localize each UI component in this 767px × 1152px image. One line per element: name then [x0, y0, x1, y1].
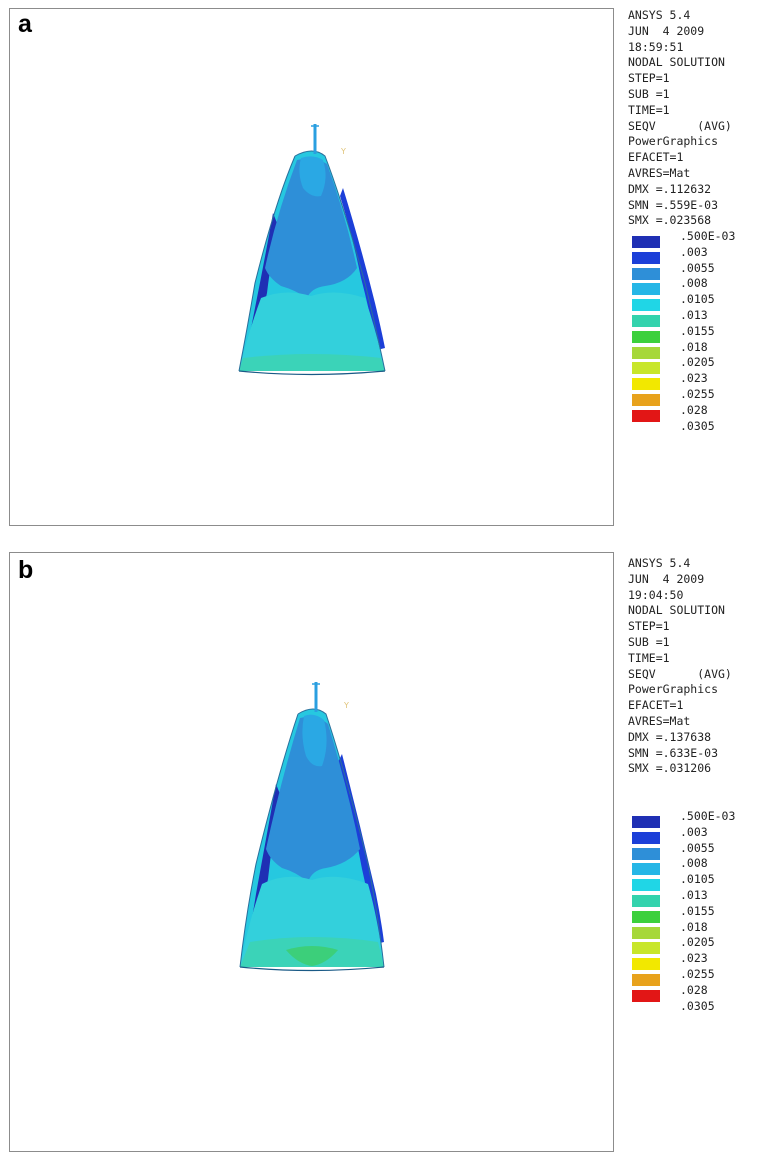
- info-avres: AVRES=Mat: [628, 165, 691, 180]
- legend-value: .0205: [680, 935, 715, 950]
- legend-value: .0255: [680, 967, 715, 981]
- info-date: JUN 4 2009: [628, 23, 705, 38]
- legend-value: .0055: [680, 840, 715, 855]
- info-step: STEP=1: [628, 71, 670, 86]
- legend-value: .018: [680, 919, 708, 934]
- legend-swatch: [632, 330, 660, 343]
- legend-swatch: [632, 251, 660, 264]
- info-avres: AVRES=Mat: [628, 713, 691, 728]
- stress-model: Y: [238, 124, 386, 376]
- legend-swatch: [632, 315, 660, 327]
- panel-a: a Y ANSYS 5.4 JUN 4 2009 18:59:51 NODAL …: [0, 0, 767, 560]
- info-efacet: EFACET=1: [628, 698, 684, 713]
- info-dmx: DMX =.137638: [628, 729, 712, 744]
- legend-value: .008: [680, 276, 708, 291]
- legend-swatch: [632, 974, 660, 986]
- panel-label: a: [18, 10, 32, 38]
- info-step: STEP=1: [628, 619, 670, 634]
- legend-value: .0155: [680, 323, 715, 338]
- legend-swatch: [632, 362, 660, 375]
- info-efacet: EFACET=1: [628, 150, 684, 165]
- info-time: 18:59:51: [628, 39, 684, 54]
- info-sub: SUB =1: [628, 86, 670, 101]
- info-graphics: PowerGraphics: [628, 682, 719, 697]
- info-sub: SUB =1: [628, 634, 670, 649]
- legend-value: .0255: [680, 387, 715, 401]
- legend-swatch: [632, 879, 660, 892]
- legend-swatch: [632, 958, 660, 971]
- legend-value: .500E-03: [680, 809, 736, 823]
- solution-info: ANSYS 5.4 JUN 4 2009 18:59:51 NODAL SOLU…: [628, 8, 767, 229]
- legend-swatch: [632, 299, 660, 312]
- legend-swatch: [632, 236, 660, 248]
- legend-value: .0055: [680, 260, 715, 275]
- legend-swatch: [632, 926, 660, 939]
- legend-swatch: [632, 989, 660, 1002]
- solution-info: ANSYS 5.4 JUN 4 2009 19:04:50 NODAL SOLU…: [628, 556, 767, 777]
- legend-value: .028: [680, 982, 708, 997]
- legend-value: .023: [680, 951, 708, 966]
- legend-value: .018: [680, 339, 708, 354]
- legend-value: .013: [680, 308, 708, 322]
- legend-swatch: [632, 863, 660, 876]
- panel-b: b Y ANSYS 5.4 JUN 4 2009 19:04:50 NODAL …: [0, 546, 767, 1152]
- legend-value: .003: [680, 824, 708, 839]
- info-dmx: DMX =.112632: [628, 181, 712, 196]
- legend-swatch: [632, 409, 660, 422]
- info-result: SEQV (AVG): [628, 118, 732, 133]
- legend-value: .023: [680, 371, 708, 386]
- info-smn: SMN =.559E-03: [628, 197, 719, 212]
- info-time-value: TIME=1: [628, 102, 670, 117]
- info-graphics: PowerGraphics: [628, 134, 719, 149]
- info-time: 19:04:50: [628, 587, 684, 602]
- legend-value: .0205: [680, 355, 715, 370]
- legend-value: .500E-03: [680, 229, 736, 243]
- legend-value: .008: [680, 856, 708, 871]
- legend-value: .0155: [680, 903, 715, 918]
- info-solution-type: NODAL SOLUTION: [628, 603, 725, 618]
- panel-label: b: [18, 556, 34, 584]
- info-time-value: TIME=1: [628, 650, 670, 665]
- legend-value: .003: [680, 244, 708, 259]
- legend-swatch: [632, 942, 660, 955]
- legend-value: .0305: [680, 998, 715, 1013]
- info-smn: SMN =.633E-03: [628, 745, 719, 760]
- legend-swatch: [632, 378, 660, 391]
- info-date: JUN 4 2009: [628, 571, 705, 586]
- svg-text:Y: Y: [340, 147, 346, 156]
- legend-swatch: [632, 267, 660, 280]
- legend-swatch: [632, 394, 660, 406]
- legend-swatch: [632, 816, 660, 828]
- legend-value: .013: [680, 888, 708, 902]
- info-result: SEQV (AVG): [628, 666, 732, 681]
- legend-value: .0105: [680, 872, 715, 887]
- info-program: ANSYS 5.4: [628, 8, 691, 22]
- stress-model: Y: [239, 682, 385, 972]
- legend-value: .028: [680, 402, 708, 417]
- info-smx: SMX =.023568: [628, 213, 712, 228]
- legend-swatch: [632, 847, 660, 860]
- legend-swatch: [632, 895, 660, 907]
- info-program: ANSYS 5.4: [628, 556, 691, 570]
- legend-value: .0105: [680, 292, 715, 307]
- legend-value: .0305: [680, 418, 715, 433]
- info-solution-type: NODAL SOLUTION: [628, 55, 725, 70]
- legend-swatch: [632, 283, 660, 296]
- legend-swatch: [632, 346, 660, 359]
- legend-swatch: [632, 910, 660, 923]
- svg-text:Y: Y: [343, 701, 349, 710]
- legend-swatch: [632, 831, 660, 844]
- info-smx: SMX =.031206: [628, 761, 712, 776]
